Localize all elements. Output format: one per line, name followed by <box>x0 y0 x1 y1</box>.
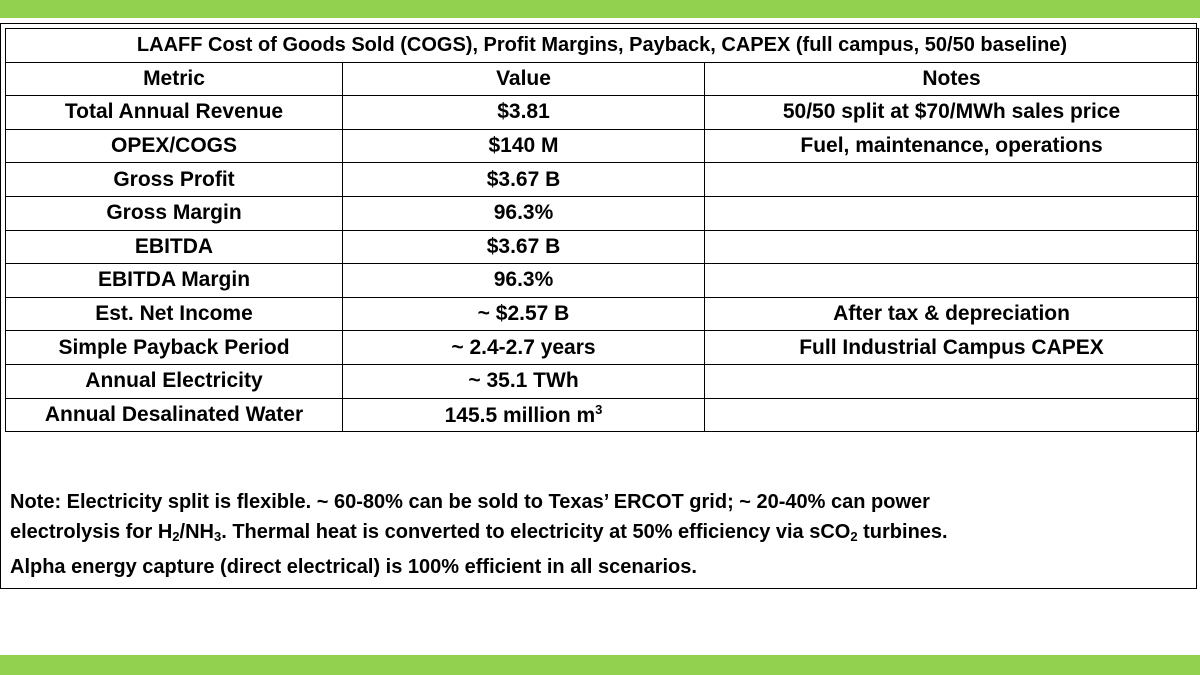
cogs-table: LAAFF Cost of Goods Sold (COGS), Profit … <box>4 28 1200 433</box>
note-text: electrolysis for H <box>10 521 173 543</box>
note-line-3: Alpha energy capture (direct electrical)… <box>10 556 697 578</box>
header-notes[interactable]: Notes <box>703 61 1200 97</box>
metric-cell[interactable]: Annual Desalinated Water <box>5 397 343 433</box>
table-row: Annual Desalinated Water 145.5 million m… <box>5 397 1200 433</box>
notes-cell[interactable]: Fuel, maintenance, operations <box>703 128 1200 164</box>
table-row: EBITDA $3.67 B <box>5 229 1200 265</box>
subscript: 2 <box>850 529 858 544</box>
metric-cell[interactable]: EBITDA <box>5 229 343 265</box>
note-text: turbines. <box>857 521 948 543</box>
note-line-1: Note: Electricity split is flexible. ~ 6… <box>10 491 930 513</box>
table-row: EBITDA Margin 96.3% <box>5 263 1200 298</box>
value-cell[interactable]: $3.67 B <box>342 162 705 197</box>
top-accent-bar <box>0 0 1200 18</box>
value-cell[interactable]: 96.3% <box>342 195 705 231</box>
subscript: 2 <box>172 529 180 544</box>
header-value[interactable]: Value <box>342 61 705 97</box>
note-text: . Thermal heat is converted to electrici… <box>221 521 851 543</box>
metric-cell[interactable]: Simple Payback Period <box>5 330 343 365</box>
table-title[interactable]: LAAFF Cost of Goods Sold (COGS), Profit … <box>4 28 1200 63</box>
table-row: Total Annual Revenue $3.81 50/50 split a… <box>5 95 1200 130</box>
note-text: /NH <box>179 521 214 543</box>
value-cell[interactable]: 96.3% <box>342 263 705 298</box>
table-row: Est. Net Income ~ $2.57 B After tax & de… <box>5 296 1200 332</box>
notes-cell[interactable] <box>703 195 1200 231</box>
notes-cell[interactable] <box>703 229 1200 265</box>
bottom-accent-bar <box>0 655 1200 675</box>
metric-cell[interactable]: EBITDA Margin <box>5 263 343 298</box>
superscript: 3 <box>595 401 603 417</box>
table-row: Gross Profit $3.67 B <box>5 162 1200 197</box>
notes-cell[interactable]: 50/50 split at $70/MWh sales price <box>703 95 1200 130</box>
header-metric[interactable]: Metric <box>5 61 343 97</box>
metric-cell[interactable]: Gross Profit <box>5 162 343 197</box>
metric-cell[interactable]: OPEX/COGS <box>5 128 343 164</box>
title-row: LAAFF Cost of Goods Sold (COGS), Profit … <box>4 28 1200 63</box>
value-cell[interactable]: ~ 35.1 TWh <box>342 363 705 399</box>
metric-cell[interactable]: Gross Margin <box>5 195 343 231</box>
table-row: Simple Payback Period ~ 2.4-2.7 years Fu… <box>5 330 1200 365</box>
metric-cell[interactable]: Est. Net Income <box>5 296 343 332</box>
value-cell[interactable]: ~ 2.4-2.7 years <box>342 330 705 365</box>
spreadsheet-area: LAAFF Cost of Goods Sold (COGS), Profit … <box>0 23 1200 589</box>
notes-cell[interactable]: Full Industrial Campus CAPEX <box>703 330 1200 365</box>
note-line-2: electrolysis for H2/NH3. Thermal heat is… <box>10 517 1195 552</box>
value-cell[interactable]: $140 M <box>342 128 705 164</box>
table-row: Gross Margin 96.3% <box>5 195 1200 231</box>
metric-cell[interactable]: Annual Electricity <box>5 363 343 399</box>
notes-cell[interactable]: After tax & depreciation <box>703 296 1200 332</box>
notes-cell[interactable] <box>703 162 1200 197</box>
value-text: 145.5 million m <box>444 403 596 427</box>
value-cell[interactable]: ~ $2.57 B <box>342 296 705 332</box>
table-row: OPEX/COGS $140 M Fuel, maintenance, oper… <box>5 128 1200 164</box>
footnote: Note: Electricity split is flexible. ~ 6… <box>10 487 1195 582</box>
value-cell[interactable]: $3.81 <box>342 95 705 130</box>
metric-cell[interactable]: Total Annual Revenue <box>5 95 343 130</box>
subscript: 3 <box>213 529 222 544</box>
value-cell[interactable]: $3.67 B <box>342 229 705 265</box>
value-cell[interactable]: 145.5 million m3 <box>342 397 705 433</box>
table-row: Annual Electricity ~ 35.1 TWh <box>5 363 1200 399</box>
notes-cell[interactable] <box>703 263 1200 298</box>
notes-cell[interactable] <box>703 397 1200 433</box>
header-row: Metric Value Notes <box>5 61 1200 97</box>
notes-cell[interactable] <box>703 363 1200 399</box>
